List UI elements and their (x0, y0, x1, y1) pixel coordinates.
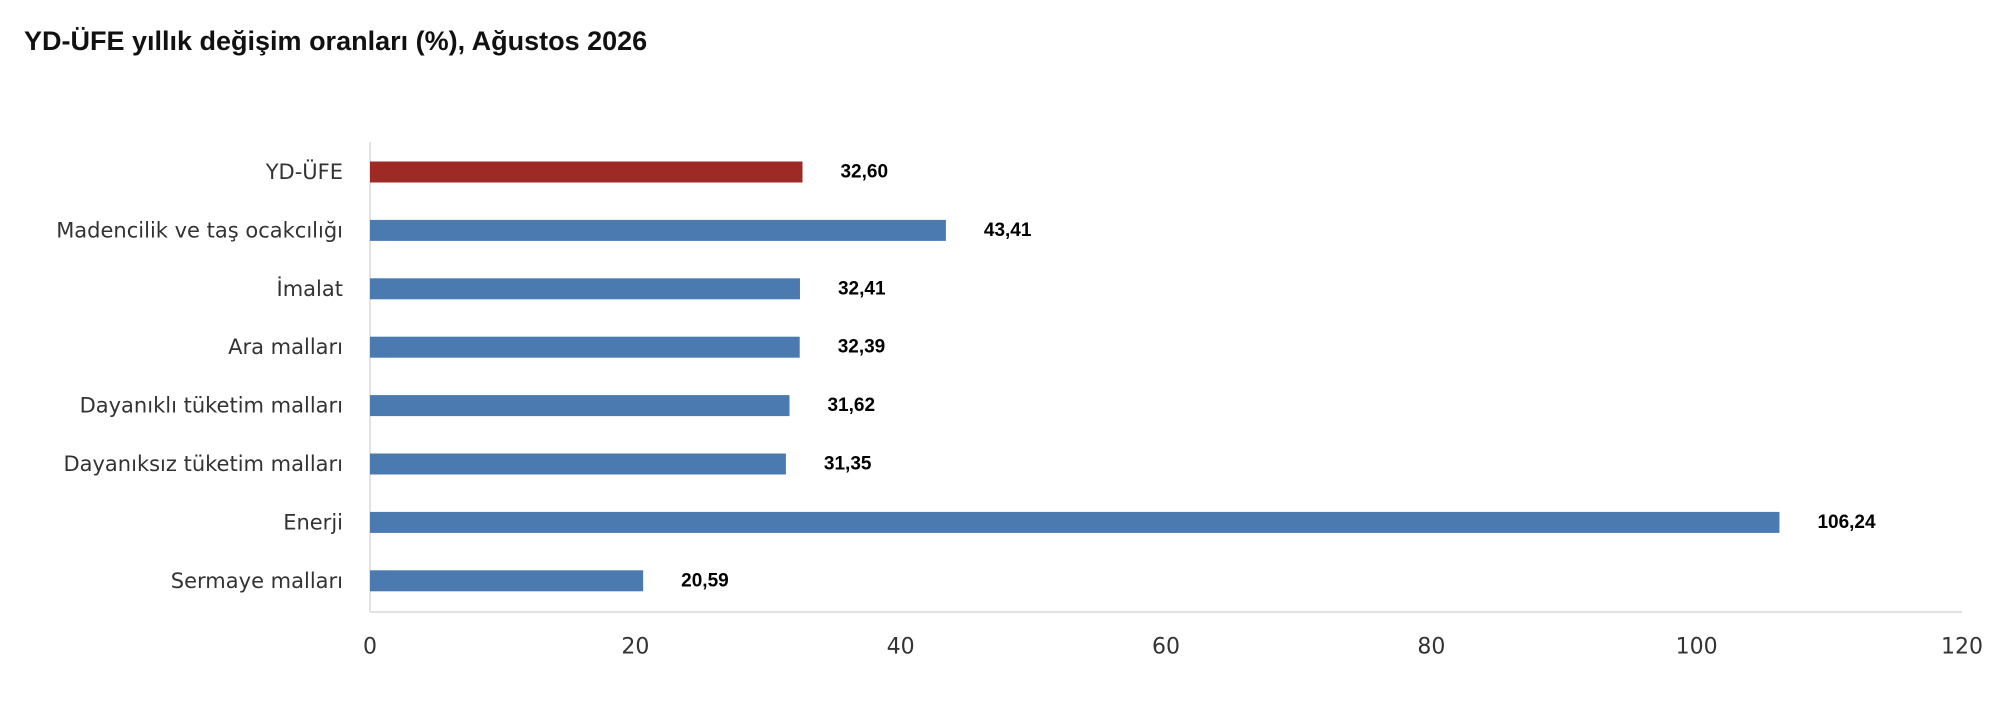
data-label-dayaniksiz-tuketim-mallari: 31,35 (824, 454, 872, 475)
data-label-i-malat: 32,41 (838, 278, 886, 299)
bar-enerji (370, 511, 1780, 533)
data-label-enerji: 106,24 (1817, 512, 1876, 533)
category-labels: YD-ÜFE Madencilik ve taş ocakcılığı İmalat… (56, 159, 343, 593)
category-label-enerji: Enerji (283, 510, 343, 534)
x-tick-label: 100 (1676, 635, 1718, 660)
data-label-ara-mallari: 32,39 (838, 337, 886, 358)
category-label-dayanikli-tuketim-mallari: Dayanıklı tüketim malları (80, 394, 343, 418)
bar-madencilik-ve-tas-ocakciligi (370, 219, 946, 241)
category-label-yd-ufe: YD-ÜFE (265, 159, 343, 184)
category-label-sermaye-mallari: Sermaye malları (171, 569, 343, 593)
bar-yd-ufe (370, 161, 803, 183)
x-tick-label: 60 (1152, 635, 1180, 660)
bar-i-malat (370, 278, 800, 300)
x-tick-label: 80 (1417, 635, 1445, 660)
x-tick-label: 20 (621, 635, 649, 660)
x-tick-label: 40 (887, 635, 915, 660)
data-label-yd-ufe: 32,60 (840, 162, 888, 183)
category-label-i-malat: İmalat (277, 276, 343, 301)
x-axis-ticks: 0 20 40 60 80 100 120 (363, 635, 1983, 660)
category-label-ara-mallari: Ara malları (228, 335, 343, 359)
bar-dayanikli-tuketim-mallari (370, 395, 790, 417)
chart-title: YD-ÜFE yıllık değişim oranları (%), Ağus… (24, 26, 648, 56)
bar-ara-mallari (370, 336, 800, 358)
data-label-sermaye-mallari: 20,59 (681, 570, 729, 591)
data-labels: 32,60 43,41 32,41 32,39 31,62 31,35 106,24 20,5… (681, 162, 1876, 592)
bar-sermaye-mallari (370, 570, 644, 592)
data-label-dayanikli-tuketim-mallari: 31,62 (827, 395, 875, 416)
category-label-madencilik-ve-tas-ocakciligi: Madencilik ve taş ocakcılığı (56, 218, 343, 242)
category-label-dayaniksiz-tuketim-mallari: Dayanıksız tüketim malları (63, 452, 343, 476)
bar-dayaniksiz-tuketim-mallari (370, 453, 786, 475)
chart-bars (370, 161, 1780, 592)
data-label-madencilik-ve-tas-ocakciligi: 43,41 (984, 220, 1032, 241)
x-tick-label: 0 (363, 635, 377, 660)
chart-axes (369, 142, 1962, 613)
x-tick-label: 120 (1941, 635, 1983, 660)
